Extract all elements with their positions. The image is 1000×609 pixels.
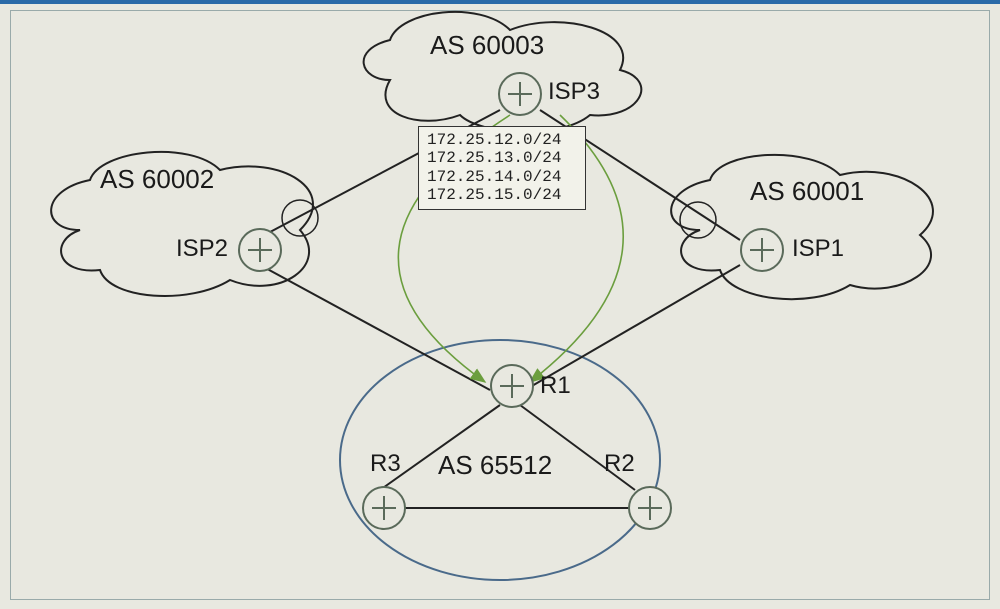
router-r1-label: R1 — [540, 372, 571, 400]
router-isp3-label: ISP3 — [548, 78, 600, 106]
prefix-line: 172.25.15.0/24 — [427, 186, 577, 204]
router-r3-label: R3 — [370, 450, 401, 478]
as-label-local: AS 65512 — [438, 450, 552, 481]
router-isp3-icon — [498, 72, 542, 116]
prefix-line: 172.25.13.0/24 — [427, 149, 577, 167]
router-r2-icon — [628, 486, 672, 530]
router-r2-label: R2 — [604, 450, 635, 478]
router-isp1-label: ISP1 — [792, 235, 844, 263]
router-r1-icon — [490, 364, 534, 408]
prefix-line: 172.25.14.0/24 — [427, 168, 577, 186]
router-isp2-icon — [238, 228, 282, 272]
prefix-line: 172.25.12.0/24 — [427, 131, 577, 149]
prefix-box: 172.25.12.0/24 172.25.13.0/24 172.25.14.… — [418, 126, 586, 210]
as-label-isp1: AS 60001 — [750, 176, 864, 207]
router-r3-icon — [362, 486, 406, 530]
router-isp1-icon — [740, 228, 784, 272]
as-label-isp3: AS 60003 — [430, 30, 544, 61]
as-label-isp2: AS 60002 — [100, 164, 214, 195]
router-isp2-label: ISP2 — [176, 235, 228, 263]
